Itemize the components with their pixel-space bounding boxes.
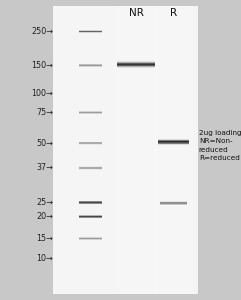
- Bar: [79, 202, 102, 203]
- Bar: [79, 65, 102, 66]
- Bar: [160, 203, 187, 204]
- Bar: [79, 32, 102, 33]
- Bar: [79, 30, 102, 31]
- Text: 2ug loading
NR=Non-
reduced
R=reduced: 2ug loading NR=Non- reduced R=reduced: [199, 130, 241, 161]
- Bar: [117, 64, 155, 65]
- Text: 20→: 20→: [36, 212, 53, 221]
- Text: R: R: [170, 8, 177, 19]
- Bar: [117, 65, 155, 66]
- Bar: [79, 168, 102, 169]
- Bar: [79, 111, 102, 112]
- Bar: [79, 215, 102, 216]
- Text: 25→: 25→: [36, 198, 53, 207]
- Bar: [117, 62, 155, 63]
- Bar: [79, 216, 102, 217]
- Bar: [79, 217, 102, 218]
- Bar: [79, 202, 102, 203]
- Text: 15→: 15→: [36, 234, 53, 243]
- Bar: [160, 204, 187, 205]
- Bar: [79, 237, 102, 238]
- Bar: [79, 143, 102, 144]
- Bar: [79, 64, 102, 65]
- Text: 150→: 150→: [31, 61, 53, 70]
- Bar: [79, 142, 102, 143]
- Bar: [79, 112, 102, 113]
- Bar: [79, 144, 102, 145]
- Text: NR: NR: [129, 8, 144, 19]
- Bar: [79, 201, 102, 202]
- Text: 10→: 10→: [36, 254, 53, 263]
- Text: 37→: 37→: [36, 164, 53, 172]
- Bar: [79, 31, 102, 32]
- Bar: [160, 202, 187, 203]
- Bar: [117, 67, 155, 68]
- Bar: [79, 238, 102, 239]
- Bar: [160, 201, 187, 202]
- Bar: [79, 238, 102, 239]
- Bar: [79, 113, 102, 114]
- Bar: [158, 142, 189, 143]
- Bar: [117, 61, 155, 62]
- Bar: [79, 169, 102, 170]
- Text: 250→: 250→: [31, 27, 53, 36]
- Bar: [158, 140, 189, 141]
- Bar: [158, 141, 189, 142]
- Bar: [79, 239, 102, 240]
- Bar: [114, 6, 158, 294]
- Bar: [158, 143, 189, 144]
- Bar: [79, 203, 102, 204]
- Bar: [117, 63, 155, 64]
- Text: 50→: 50→: [36, 139, 53, 148]
- Bar: [79, 167, 102, 168]
- Bar: [158, 144, 189, 145]
- Bar: [53, 6, 198, 294]
- Text: 75→: 75→: [36, 108, 53, 117]
- Text: 100→: 100→: [31, 88, 53, 98]
- Bar: [79, 66, 102, 67]
- Bar: [154, 6, 193, 294]
- Bar: [117, 66, 155, 67]
- Bar: [158, 139, 189, 140]
